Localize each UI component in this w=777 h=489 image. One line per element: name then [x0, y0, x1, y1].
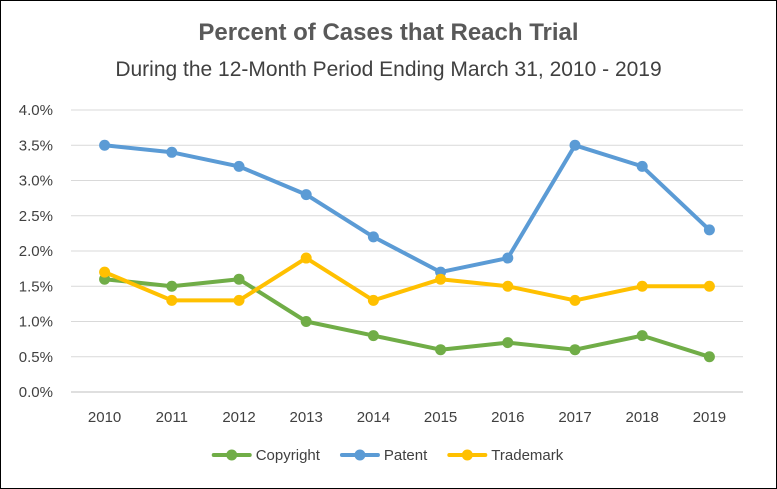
series-lines	[99, 139, 715, 363]
patent-point	[233, 160, 245, 172]
x-tick-label: 2011	[156, 409, 188, 426]
x-tick-label: 2013	[290, 409, 323, 426]
trademark-point	[99, 266, 111, 278]
legend-item-copyright[interactable]: Copyright	[211, 447, 321, 464]
patent-point	[300, 189, 312, 201]
legend-item-trademark[interactable]: Trademark	[447, 447, 564, 464]
x-tick-label: 2015	[424, 409, 457, 426]
series-copyright	[99, 273, 715, 363]
x-tick-label: 2018	[626, 409, 659, 426]
trademark-point	[636, 280, 648, 292]
x-tick-label: 2016	[491, 409, 524, 426]
trademark-point	[435, 273, 447, 285]
y-tick-label: 4.0%	[19, 102, 53, 119]
copyright-point	[569, 344, 581, 356]
trademark-point	[703, 280, 715, 292]
y-tick-label: 2.0%	[19, 243, 53, 260]
legend-marker-copyright	[226, 449, 238, 461]
x-tick-label: 2010	[88, 409, 121, 426]
y-tick-label: 1.0%	[19, 314, 53, 331]
series-trademark	[99, 252, 715, 306]
legend-marker-trademark	[461, 449, 473, 461]
trademark-point	[569, 294, 581, 306]
trademark-point	[233, 294, 245, 306]
y-tick-label: 3.0%	[19, 173, 53, 190]
y-axis-ticks: 0.0% 0.5% 1.0% 1.5% 2.0% 2.5% 3.0% 3.5% 4.0%	[19, 102, 53, 401]
legend-marker-patent	[354, 449, 366, 461]
y-tick-label: 0.5%	[19, 349, 53, 366]
x-axis-ticks: 2010 2011 2012 2013 2014 2015 2016 2017 2018 2019	[88, 409, 726, 426]
x-tick-label: 2017	[558, 409, 591, 426]
x-tick-label: 2012	[222, 409, 255, 426]
gridlines	[71, 109, 743, 393]
legend-label-trademark: Trademark	[491, 447, 563, 464]
y-tick-label: 0.0%	[19, 384, 53, 401]
trademark-point	[300, 252, 312, 264]
copyright-line	[102, 277, 712, 359]
patent-point	[569, 139, 581, 151]
patent-point	[166, 146, 178, 158]
legend-label-copyright: Copyright	[256, 447, 321, 464]
patent-point	[636, 160, 648, 172]
chart-subtitle: During the 12-Month Period Ending March …	[115, 58, 662, 81]
copyright-point	[502, 337, 514, 349]
y-tick-label: 3.5%	[19, 137, 53, 154]
x-tick-label: 2019	[693, 409, 726, 426]
copyright-point	[636, 330, 648, 342]
copyright-point	[703, 351, 715, 363]
series-patent	[99, 139, 715, 278]
trademark-line	[102, 256, 712, 303]
legend[interactable]: Copyright Patent Trademark	[211, 447, 564, 464]
x-tick-label: 2014	[357, 409, 390, 426]
copyright-point	[367, 330, 379, 342]
trademark-point	[502, 280, 514, 292]
trademark-point	[166, 294, 178, 306]
copyright-point	[300, 316, 312, 327]
copyright-point	[435, 344, 447, 356]
legend-label-patent: Patent	[384, 447, 428, 464]
trademark-point	[367, 294, 379, 306]
y-tick-label: 1.5%	[19, 278, 53, 295]
patent-point	[367, 231, 379, 243]
patent-point	[502, 252, 514, 264]
copyright-point	[233, 273, 245, 285]
copyright-point	[166, 280, 178, 292]
patent-line	[102, 143, 712, 275]
chart-title: Percent of Cases that Reach Trial	[198, 19, 579, 46]
patent-point	[99, 139, 111, 151]
y-tick-label: 2.5%	[19, 208, 53, 225]
patent-point	[703, 224, 715, 236]
legend-item-patent[interactable]: Patent	[339, 447, 428, 464]
